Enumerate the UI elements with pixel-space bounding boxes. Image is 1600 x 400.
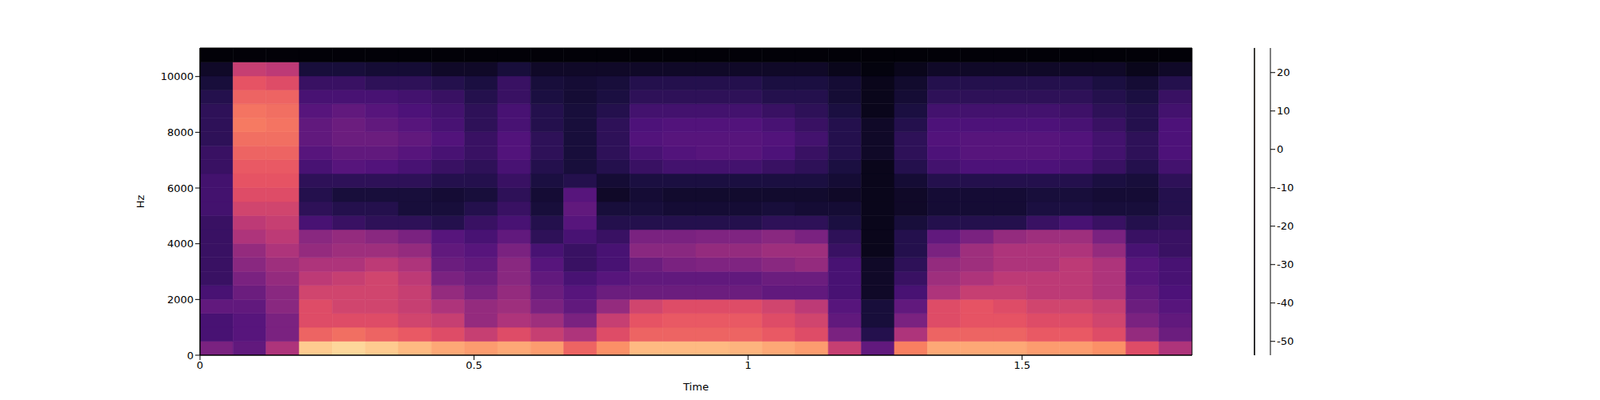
svg-text:6000: 6000 (167, 182, 194, 195)
svg-text:Time: Time (682, 380, 709, 393)
svg-text:0: 0 (1276, 143, 1284, 156)
svg-text:1: 1 (744, 359, 752, 372)
svg-text:8000: 8000 (167, 126, 194, 139)
svg-text:-10: -10 (1276, 181, 1294, 194)
svg-text:Hz: Hz (134, 195, 147, 209)
svg-text:10: 10 (1276, 104, 1291, 117)
svg-text:20: 20 (1276, 66, 1291, 79)
svg-text:-40: -40 (1276, 296, 1294, 309)
svg-text:0: 0 (187, 349, 194, 362)
svg-text:0.5: 0.5 (465, 359, 483, 372)
svg-text:4000: 4000 (167, 237, 194, 250)
svg-text:0: 0 (196, 359, 204, 372)
svg-text:-30: -30 (1276, 258, 1294, 271)
svg-text:-20: -20 (1276, 220, 1294, 232)
svg-text:2000: 2000 (167, 293, 194, 306)
svg-text:10000: 10000 (160, 70, 194, 83)
svg-text:1.5: 1.5 (1013, 359, 1031, 372)
svg-text:-50: -50 (1276, 335, 1294, 348)
